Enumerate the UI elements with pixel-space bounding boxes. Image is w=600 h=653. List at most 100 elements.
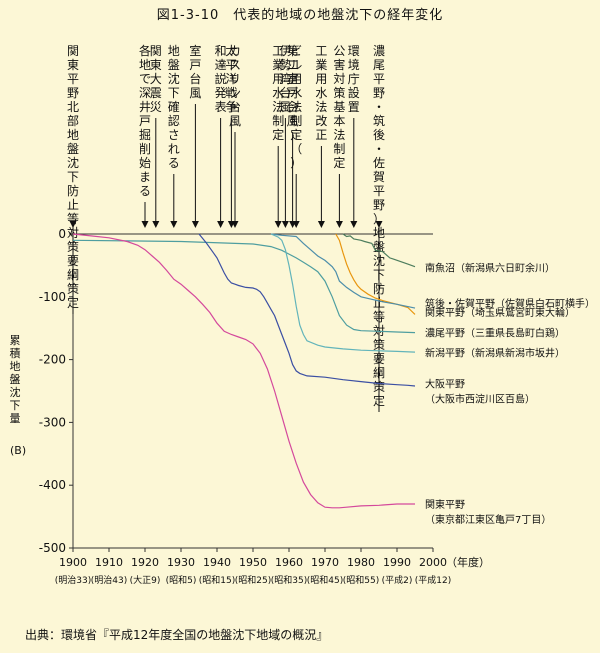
series-line bbox=[198, 233, 416, 387]
series-line bbox=[72, 239, 416, 334]
event-char: ビ bbox=[290, 44, 302, 58]
event-char: 止 bbox=[67, 198, 79, 212]
event-arrow-head bbox=[141, 221, 149, 228]
event-char: 台 bbox=[287, 99, 299, 114]
event-char: 用 bbox=[315, 72, 327, 86]
event-char: 境 bbox=[348, 57, 360, 72]
event-char: 沈 bbox=[67, 155, 79, 170]
y-tick-label: -300 bbox=[39, 415, 66, 429]
event-char: 地 bbox=[139, 58, 151, 72]
y-axis-unit: (B) bbox=[10, 444, 27, 457]
event-char: 野 bbox=[373, 198, 385, 212]
event-char: 和 bbox=[215, 44, 227, 58]
event-char: 平 bbox=[67, 72, 79, 86]
event-char: 法 bbox=[315, 100, 327, 114]
event-char: 下 bbox=[168, 86, 180, 100]
event-char: 平 bbox=[373, 184, 385, 198]
y-tick-label: -400 bbox=[39, 478, 66, 492]
event-char: ス bbox=[229, 58, 241, 72]
event-char: ・ bbox=[373, 100, 385, 114]
event-char: 賀 bbox=[373, 170, 385, 184]
series-line bbox=[270, 233, 416, 309]
event-char: 勢 bbox=[279, 57, 291, 72]
event-char: 公 bbox=[333, 44, 345, 58]
era-label: (昭和35) bbox=[271, 575, 307, 586]
event-arrow-head bbox=[69, 221, 77, 228]
event-char: 洋 bbox=[225, 71, 237, 86]
event-char: 説 bbox=[215, 71, 227, 86]
event-char: 戸 bbox=[287, 86, 299, 100]
x-tick-label: 1980 bbox=[347, 556, 375, 569]
event-char: 野 bbox=[67, 86, 79, 100]
event-arrow-head bbox=[281, 221, 289, 228]
series-label: 濃尾平野（三重県長島町白鶏） bbox=[425, 327, 565, 340]
event-char: リ bbox=[229, 72, 241, 86]
event-char: 戦 bbox=[225, 86, 237, 100]
event-char: 台 bbox=[229, 99, 241, 114]
series-line bbox=[270, 233, 416, 353]
event-char: 制 bbox=[272, 114, 284, 128]
event-arrow-head bbox=[350, 221, 358, 228]
event-arrow-head bbox=[170, 221, 178, 228]
y-tick-label: 0 bbox=[58, 227, 66, 241]
era-label: (昭和25) bbox=[235, 575, 271, 586]
event-char: さ bbox=[168, 128, 180, 142]
event-char: 関 bbox=[150, 44, 162, 58]
event-char: 風 bbox=[279, 100, 291, 114]
event-char: れ bbox=[168, 142, 180, 156]
x-tick-label: 1930 bbox=[167, 556, 195, 569]
event-char: 法 bbox=[290, 100, 302, 114]
event-char: 水 bbox=[315, 86, 327, 100]
y-tick-label: -100 bbox=[39, 290, 66, 304]
event-char: 基 bbox=[333, 100, 345, 114]
event-char: 工 bbox=[315, 44, 327, 58]
event-char: 置 bbox=[348, 100, 360, 114]
event-char: 室 bbox=[189, 43, 201, 58]
event-char: 工 bbox=[272, 44, 284, 58]
event-char: 災 bbox=[150, 100, 162, 114]
x-tick-label: 1950 bbox=[239, 556, 267, 569]
event-char: 尾 bbox=[373, 58, 385, 72]
event-char: 佐 bbox=[373, 156, 385, 170]
event-char: 等 bbox=[67, 212, 79, 226]
event-char: 濃 bbox=[373, 44, 385, 58]
event-char: 本 bbox=[333, 114, 345, 128]
x-tick-label: 1990 bbox=[383, 556, 411, 569]
event-char: 台 bbox=[279, 85, 291, 100]
era-label: (昭和15) bbox=[199, 575, 235, 586]
event-char: 筑 bbox=[373, 113, 385, 128]
event-arrow-head bbox=[317, 221, 325, 228]
event-char: 湾 bbox=[279, 71, 291, 86]
event-char: 定 bbox=[333, 155, 345, 170]
source-note: 出典：環境省『平成12年度全国の地盤沈下地域の概況』 bbox=[25, 628, 329, 642]
event-char: ・ bbox=[373, 142, 385, 156]
event-char: 後 bbox=[373, 128, 385, 142]
era-label: (平成2) bbox=[382, 574, 413, 586]
event-char: 始 bbox=[139, 156, 151, 170]
event-char: 定 bbox=[272, 127, 284, 142]
event-char: 業 bbox=[272, 58, 284, 72]
x-axis-unit: （年度） bbox=[446, 555, 490, 569]
event-char: 盤 bbox=[168, 58, 180, 72]
event-char: る bbox=[139, 184, 151, 198]
x-tick-label: 1960 bbox=[275, 556, 303, 569]
event-char: 掘 bbox=[139, 127, 151, 142]
series-label: 新潟平野（新潟県新潟市坂井） bbox=[425, 347, 565, 360]
event-char: 確 bbox=[168, 99, 180, 114]
event-char: 認 bbox=[168, 113, 180, 128]
era-label: (明治33) bbox=[55, 574, 91, 586]
event-char: ン bbox=[229, 86, 241, 100]
event-arrow-head bbox=[191, 221, 199, 228]
event-char: 水 bbox=[272, 86, 284, 100]
event-char: 対 bbox=[333, 72, 345, 86]
event-char: 設 bbox=[348, 85, 360, 100]
event-char: 野 bbox=[373, 86, 385, 100]
series-line bbox=[72, 233, 415, 509]
event-char: 台 bbox=[189, 71, 201, 86]
event-char: 業 bbox=[315, 58, 327, 72]
y-axis-label: 累積地盤沈下量 bbox=[9, 334, 21, 425]
event-arrow-head bbox=[289, 221, 297, 228]
event-char: 防 bbox=[67, 183, 79, 198]
event-char: 争 bbox=[225, 100, 237, 114]
event-char: 平 bbox=[225, 58, 237, 72]
